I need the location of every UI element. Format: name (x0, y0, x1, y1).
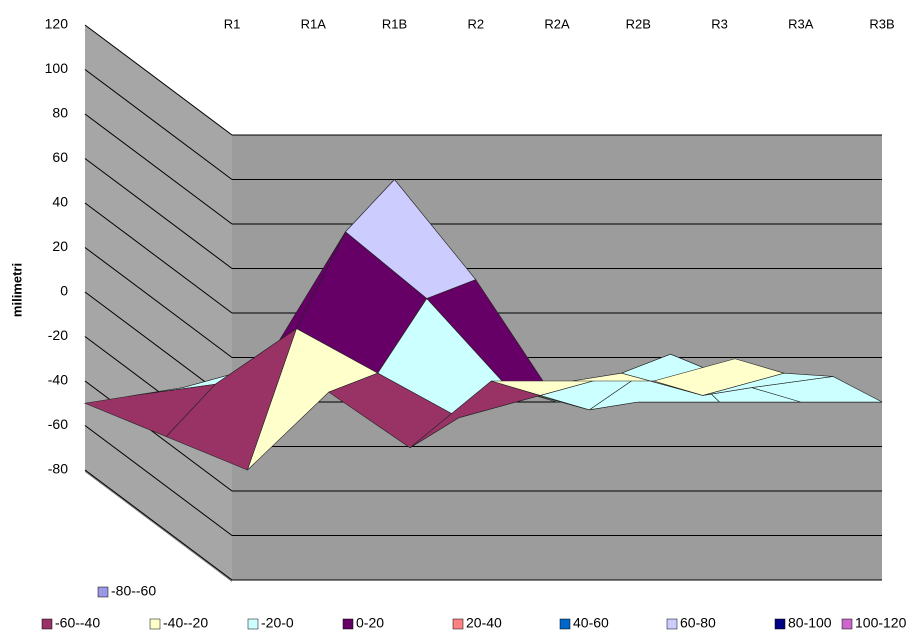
legend-swatch (342, 618, 354, 630)
legend-label: -80--60 (111, 583, 156, 599)
legend-swatch (41, 618, 53, 630)
grid-line (84, 69, 233, 180)
x-tick-label: R3A (788, 16, 814, 31)
y-tick-label: 100 (45, 60, 69, 76)
legend-label: 60-80 (680, 615, 716, 631)
legend-label: -20-0 (261, 615, 294, 631)
surface-cell (652, 358, 786, 396)
legend-swatch (841, 618, 853, 630)
grid-line (84, 425, 233, 536)
x-tick-label: R3 (711, 16, 728, 31)
legend-label: 40-60 (573, 615, 609, 631)
x-tick-label: R2B (626, 16, 651, 31)
x-tick-label: R3B (869, 16, 894, 31)
legend-label: -40--20 (163, 615, 208, 631)
legend-label: 100-120 (855, 615, 907, 631)
x-tick-label: R2 (467, 16, 484, 31)
legend-swatch (452, 618, 464, 630)
legend-label: 0-20 (356, 615, 384, 631)
y-tick-label: -20 (48, 327, 68, 343)
grid-line (84, 247, 233, 358)
x-tick-label: R1B (382, 16, 407, 31)
grid-line (84, 113, 233, 225)
x-tick-label: R1A (301, 16, 327, 31)
legend-swatch (666, 618, 678, 630)
y-axis-label: milimetri (9, 263, 24, 317)
y-tick-label: -80 (48, 461, 68, 477)
legend-swatch (247, 618, 259, 630)
y-tick-label: 60 (52, 149, 68, 165)
y-tick-label: 40 (52, 194, 68, 210)
grid-line (84, 158, 233, 269)
y-tick-label: 20 (52, 238, 68, 254)
legend-label: 20-40 (466, 615, 502, 631)
grid-line (84, 202, 233, 314)
legend-swatch (774, 618, 786, 630)
y-tick-label: -40 (48, 372, 68, 388)
legend-label: -60--40 (55, 615, 100, 631)
legend-label: 80-100 (788, 615, 832, 631)
y-tick-label: 0 (60, 283, 68, 299)
x-tick-label: R2A (544, 16, 570, 31)
grid-line (84, 24, 233, 136)
x-tick-label: R1 (224, 16, 241, 31)
y-tick-label: 80 (52, 105, 68, 121)
y-tick-label: -60 (48, 416, 68, 432)
legend-swatch (559, 618, 571, 630)
legend-swatch (97, 586, 109, 598)
grid-line (84, 469, 233, 581)
legend-swatch (149, 618, 161, 630)
y-tick-label: 120 (45, 16, 69, 32)
